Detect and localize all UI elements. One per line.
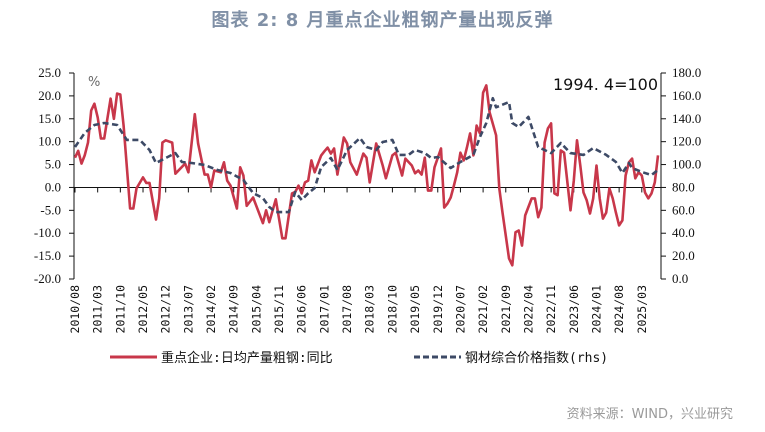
y-tick-label-left: 0.0: [45, 179, 61, 194]
y-tick-label-left: -5.0: [40, 202, 61, 217]
y-tick-label-left: 25.0: [38, 65, 61, 80]
right-axis-annotation: 1994. 4=100: [553, 75, 658, 94]
y-tick-label-left: -20.0: [34, 271, 61, 286]
y-tick-label-right: 100.0: [672, 157, 701, 172]
x-tick-label: 2022/11: [544, 285, 558, 334]
series-2: [73, 96, 659, 214]
series-line-1: [73, 84, 660, 267]
x-tick-label: 2024/01: [589, 285, 603, 334]
legend-label-series1: 重点企业:日均产量粗钢:同比: [161, 350, 333, 366]
x-tick-label: 2021/09: [499, 285, 513, 334]
y-tick-label-right: 120.0: [672, 134, 701, 149]
y-tick-label-right: 40.0: [672, 225, 695, 240]
x-tick-label: 2017/08: [340, 285, 354, 334]
x-tick-label: 2024/08: [612, 285, 626, 334]
x-tick-label: 2018/10: [385, 285, 399, 334]
x-tick-label: 2019/05: [408, 285, 422, 333]
x-tick-label: 2013/07: [181, 285, 195, 334]
x-tick-label: 2015/04: [249, 285, 263, 334]
x-tick-label: 2025/03: [635, 285, 649, 334]
x-tick-label: 2010/08: [68, 285, 82, 334]
y-tick-label-right: 140.0: [672, 111, 701, 126]
y-tick-label-right: 0.0: [672, 271, 688, 286]
y-tick-label-right: 20.0: [672, 248, 695, 263]
y-tick-label-left: -15.0: [34, 248, 61, 263]
legend-label-series2: 钢材综合价格指数(rhs): [465, 350, 608, 366]
source-note: 资料来源：WIND，兴业研究: [566, 407, 733, 422]
y-tick-label-left: 10.0: [38, 134, 61, 149]
left-unit-label: %: [88, 75, 100, 90]
series-1: [73, 84, 660, 267]
x-tick-label: 2014/02: [204, 285, 218, 333]
x-tick-label: 2017/01: [317, 285, 331, 334]
x-tick-label: 2021/02: [476, 285, 490, 333]
x-tick-label: 2011/03: [91, 285, 105, 334]
legend: 重点企业:日均产量粗钢:同比 钢材综合价格指数(rhs): [110, 350, 608, 366]
y-tick-label-left: 15.0: [38, 111, 61, 126]
x-tick-label: 2023/06: [567, 285, 581, 334]
series-line-2: [73, 96, 659, 214]
x-tick-label: 2019/12: [431, 285, 445, 333]
y-tick-label-left: -10.0: [34, 225, 61, 240]
x-tick-label: 2012/05: [136, 285, 150, 333]
x-tick-label: 2015/11: [272, 285, 286, 334]
y-tick-label-right: 80.0: [672, 179, 695, 194]
y-tick-label-right: 60.0: [672, 202, 695, 217]
x-tick-label: 2012/12: [159, 285, 173, 333]
x-tick-label: 2016/06: [295, 285, 309, 334]
x-tick-label: 2014/09: [227, 285, 241, 334]
y-tick-label-right: 180.0: [672, 65, 701, 80]
chart-title: 图表 2: 8 月重点企业粗钢产量出现反弹: [211, 10, 554, 31]
y-tick-label-left: 5.0: [45, 157, 61, 172]
x-tick-label: 2022/04: [521, 285, 535, 334]
y-tick-label-right: 160.0: [672, 88, 701, 103]
y-tick-label-left: 20.0: [38, 88, 61, 103]
x-tick-label: 2020/07: [453, 285, 467, 334]
x-tick-label: 2018/03: [363, 285, 377, 334]
x-tick-label: 2011/10: [113, 285, 127, 334]
